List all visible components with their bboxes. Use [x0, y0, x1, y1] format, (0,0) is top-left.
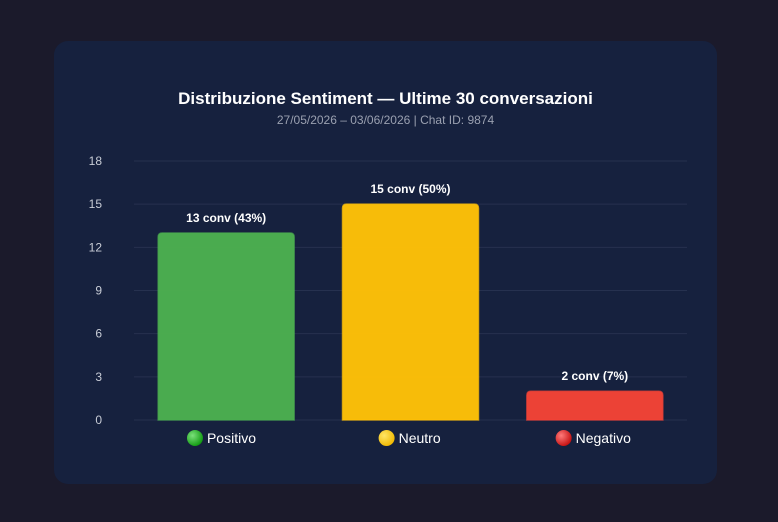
yellow-circle-icon	[378, 430, 395, 446]
red-circle-icon	[555, 430, 572, 446]
x-category-label: Negativo	[576, 430, 631, 446]
y-tick-label: 9	[95, 284, 102, 298]
x-category-label: Neutro	[399, 430, 441, 446]
data-label: 2 conv (7%)	[561, 369, 628, 383]
y-tick-label: 18	[89, 154, 103, 168]
y-tick-label: 6	[95, 327, 102, 341]
bar-negativo	[526, 390, 664, 421]
data-label: 15 conv (50%)	[370, 182, 450, 196]
y-tick-label: 0	[95, 413, 102, 427]
y-tick-label: 12	[89, 240, 103, 254]
x-category-label: Positivo	[207, 430, 256, 446]
chart-card: Distribuzione Sentiment — Ultime 30 conv…	[54, 41, 717, 484]
green-circle-icon	[186, 430, 203, 446]
chart-subtitle: 27/05/2026 – 03/06/2026 | Chat ID: 9874	[276, 113, 495, 127]
chart-title: Distribuzione Sentiment — Ultime 30 conv…	[178, 89, 593, 108]
y-tick-label: 15	[89, 197, 103, 211]
data-label: 13 conv (43%)	[186, 211, 266, 225]
bar-chart: 0 3 6 9 12 15 18 13 conv (43%) Positivo 15 conv (…	[89, 154, 687, 446]
y-tick-label: 3	[95, 370, 102, 384]
bar-positivo	[157, 232, 295, 421]
bar-neutro	[341, 203, 480, 421]
